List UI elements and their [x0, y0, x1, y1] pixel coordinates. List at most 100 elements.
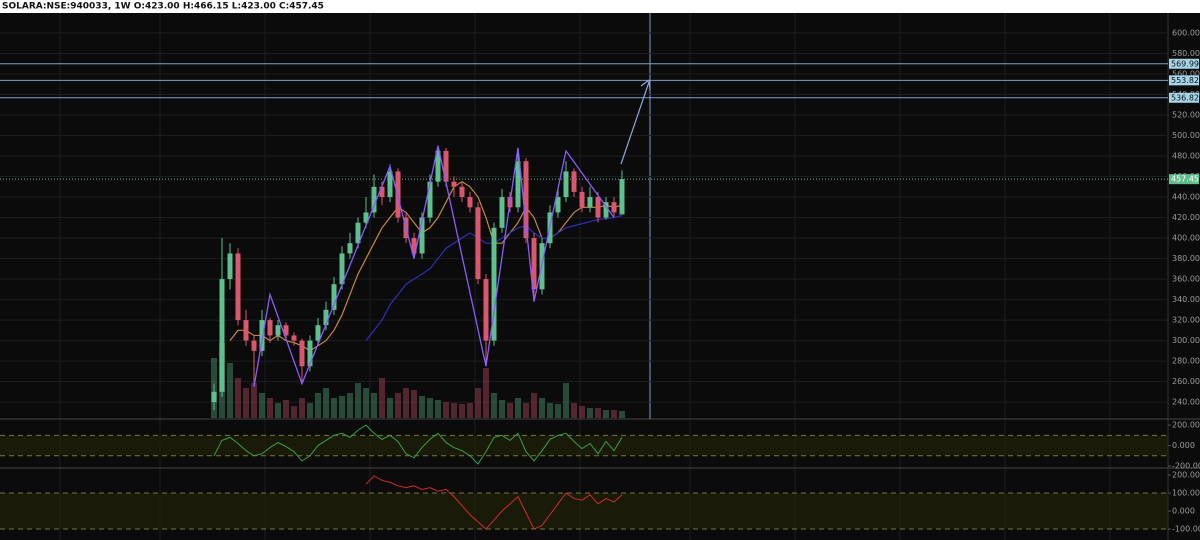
volume-bar — [331, 398, 337, 418]
y-tick-label: 360.00 — [1172, 275, 1200, 284]
volume-bar — [403, 388, 409, 418]
volume-bar — [427, 398, 433, 418]
y-tick-label: 440.00 — [1172, 193, 1200, 202]
y-tick-label: 300.00 — [1172, 336, 1200, 345]
price-label: 553.82 — [1171, 76, 1199, 85]
projection-arrow — [620, 81, 650, 165]
volume-bar — [475, 388, 481, 418]
candle-body — [595, 197, 601, 218]
candle-body — [347, 243, 353, 254]
candle-body — [387, 171, 393, 198]
y-tick-label: -200.000 — [1172, 461, 1200, 470]
candle-body — [339, 253, 345, 285]
y-tick-label: 380.00 — [1172, 254, 1200, 263]
candle-body — [451, 181, 457, 187]
volume-bar — [515, 398, 521, 418]
candle-body — [483, 279, 489, 341]
candle-body — [219, 279, 225, 392]
candle-body — [379, 186, 385, 198]
candle-body — [299, 340, 305, 367]
volume-bar — [435, 400, 441, 418]
candle-body — [275, 325, 281, 336]
volume-bar — [459, 404, 465, 418]
volume-bar — [603, 410, 609, 418]
candle-body — [611, 202, 617, 213]
y-tick-label: 100.000 — [1172, 489, 1200, 498]
last-price-bg — [1169, 174, 1199, 185]
candle-body — [243, 320, 249, 341]
volume-bar — [499, 400, 505, 418]
candle-body — [619, 179, 625, 215]
candle-body — [579, 191, 585, 208]
volume-bar — [395, 393, 401, 418]
candle-body — [571, 171, 577, 192]
oscillator-line — [213, 424, 623, 465]
y-tick-label: 400.00 — [1172, 234, 1200, 243]
volume-bar — [371, 393, 377, 418]
y-tick-label: 0.000 — [1172, 507, 1195, 516]
arrow-head — [640, 79, 651, 91]
moving-average — [229, 180, 623, 352]
candle-body — [435, 150, 441, 182]
candle-body — [603, 202, 609, 218]
volume-bar — [275, 403, 281, 418]
volume-bar — [595, 408, 601, 418]
y-tick-label: 420.00 — [1172, 213, 1200, 222]
volume-bar — [443, 402, 449, 418]
volume-bar — [539, 398, 545, 418]
candle-body — [307, 340, 313, 367]
candle-body — [235, 253, 241, 321]
volume-bar — [307, 403, 313, 418]
y-tick-label: 0.000 — [1172, 441, 1195, 450]
candle-body — [371, 186, 377, 213]
y-tick-label: 580.00 — [1172, 49, 1200, 58]
candle-body — [251, 340, 257, 351]
volume-bar — [547, 403, 553, 418]
candle-body — [443, 150, 449, 182]
y-tick-label: 200.000 — [1172, 421, 1200, 430]
candle-body — [227, 253, 233, 280]
volume-bar — [467, 403, 473, 418]
volume-bar — [571, 403, 577, 418]
candle-body — [331, 284, 337, 310]
candle-body — [587, 197, 593, 208]
volume-bar — [235, 378, 241, 418]
candle-body — [419, 217, 425, 254]
volume-bar — [347, 393, 353, 418]
volume-bar — [491, 393, 497, 418]
y-tick-label: 520.00 — [1172, 111, 1200, 120]
volume-bar — [611, 410, 617, 418]
y-tick-label: 260.00 — [1172, 377, 1200, 386]
candle-body — [515, 161, 521, 208]
candle-body — [555, 197, 561, 213]
header-bar — [0, 0, 1200, 13]
candle-body — [355, 222, 361, 244]
candle-body — [427, 181, 433, 218]
volume-bar — [323, 388, 329, 418]
candle-body — [531, 238, 537, 290]
volume-bar — [251, 383, 257, 418]
price-label: 536.82 — [1171, 93, 1199, 102]
y-tick-label: 240.00 — [1172, 398, 1200, 407]
candle-body — [291, 335, 297, 341]
band-fill — [0, 435, 1168, 456]
volume-bar — [619, 411, 625, 418]
candle-body — [323, 309, 329, 326]
volume-bar — [363, 388, 369, 418]
volume-bar — [227, 363, 233, 418]
volume-bar — [579, 406, 585, 418]
volume-bar — [283, 400, 289, 418]
candle-body — [563, 171, 569, 198]
candle-body — [491, 227, 497, 341]
volume-bar — [387, 398, 393, 418]
volume-bar — [315, 393, 321, 418]
volume-bar — [531, 393, 537, 418]
volume-bar — [563, 383, 569, 418]
candle-body — [467, 197, 473, 208]
volume-bar — [451, 403, 457, 418]
candle-body — [499, 197, 505, 228]
layers: 600.00580.00560.00540.00520.00500.00480.… — [0, 28, 1200, 534]
y-tick-label: 480.00 — [1172, 152, 1200, 161]
candle-body — [259, 320, 265, 351]
